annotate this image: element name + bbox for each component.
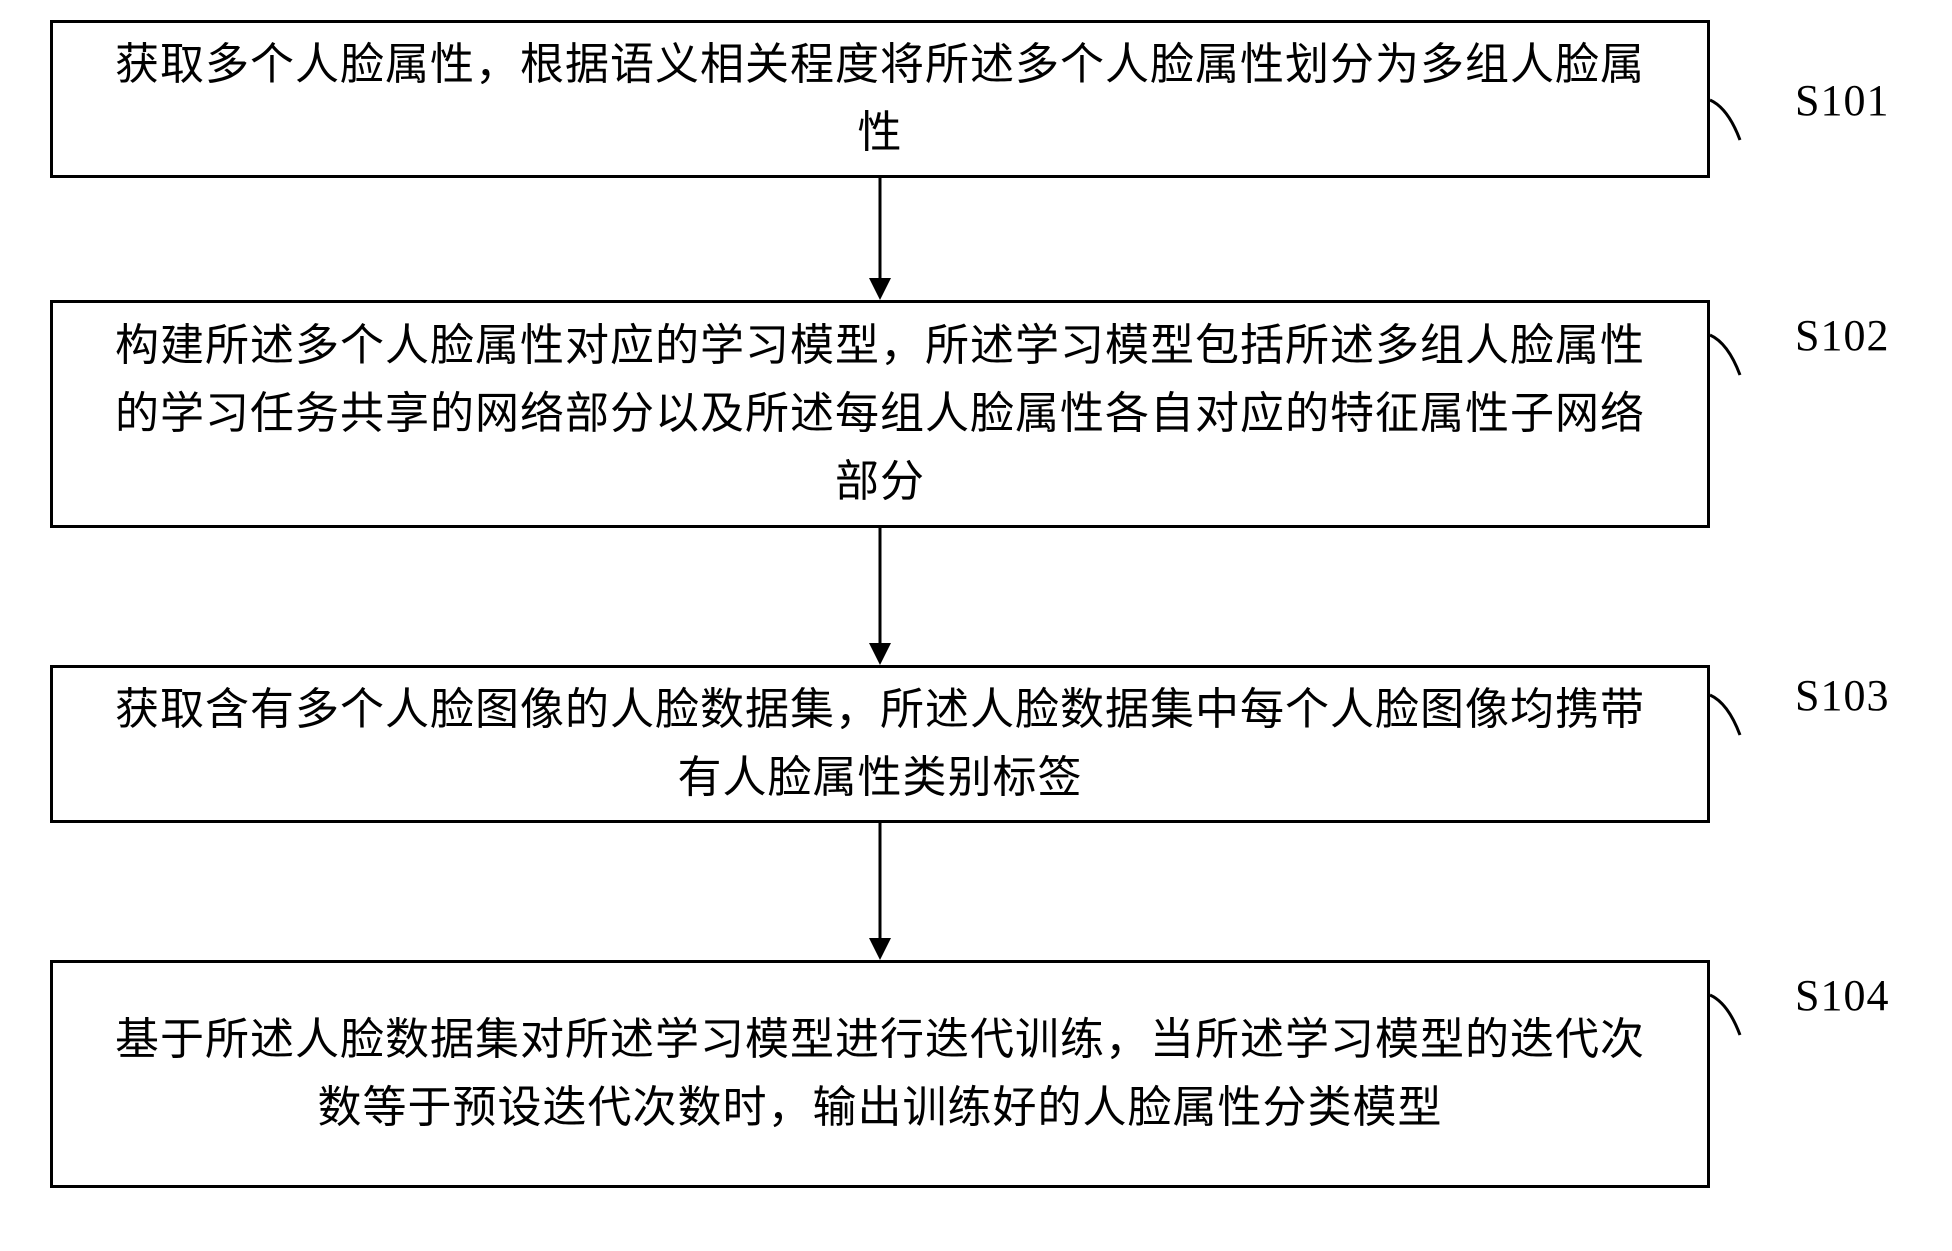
step-box-s103: 获取含有多个人脸图像的人脸数据集，所述人脸数据集中每个人脸图像均携带有人脸属性类… [50,665,1710,823]
label-curve-s101 [1705,95,1795,155]
step-box-s102: 构建所述多个人脸属性对应的学习模型，所述学习模型包括所述多组人脸属性的学习任务共… [50,300,1710,528]
flowchart-canvas: 获取多个人脸属性，根据语义相关程度将所述多个人脸属性划分为多组人脸属性 S101… [0,0,1952,1251]
step-label-s104: S104 [1795,970,1889,1021]
step-box-s101: 获取多个人脸属性，根据语义相关程度将所述多个人脸属性划分为多组人脸属性 [50,20,1710,178]
step-box-s104: 基于所述人脸数据集对所述学习模型进行迭代训练，当所述学习模型的迭代次数等于预设迭… [50,960,1710,1188]
label-curve-s102 [1705,330,1795,390]
step-label-s103: S103 [1795,670,1889,721]
connector-s101-s102 [864,178,896,300]
step-text-s101: 获取多个人脸属性，根据语义相关程度将所述多个人脸属性划分为多组人脸属性 [93,31,1667,167]
label-curve-s103 [1705,690,1795,750]
step-text-s104: 基于所述人脸数据集对所述学习模型进行迭代训练，当所述学习模型的迭代次数等于预设迭… [93,1006,1667,1142]
step-text-s103: 获取含有多个人脸图像的人脸数据集，所述人脸数据集中每个人脸图像均携带有人脸属性类… [93,676,1667,812]
connector-s103-s104 [864,823,896,960]
step-label-s101: S101 [1795,75,1889,126]
label-curve-s104 [1705,990,1795,1050]
step-label-s102: S102 [1795,310,1889,361]
connector-s102-s103 [864,528,896,665]
step-text-s102: 构建所述多个人脸属性对应的学习模型，所述学习模型包括所述多组人脸属性的学习任务共… [93,312,1667,517]
